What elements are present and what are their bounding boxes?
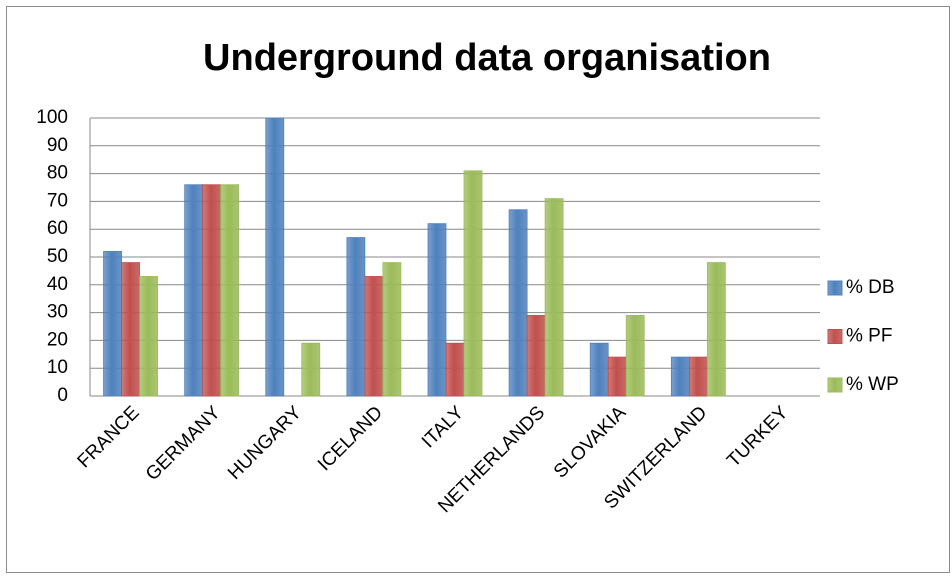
bar [463,170,483,397]
y-tick-label: 30 [47,302,68,323]
bar [526,314,546,397]
bar [346,237,366,397]
bar [544,198,564,397]
bar [139,276,158,397]
bar [508,209,528,397]
y-tick-label: 40 [47,274,68,295]
bar [364,276,384,397]
legend-label: % PF [846,326,892,347]
y-tick-label: 50 [47,246,68,267]
y-tick-label: 0 [57,385,68,406]
legend-label: % DB [846,277,895,298]
bar [103,251,122,397]
bar [121,262,140,397]
bar [382,262,402,397]
bar [202,184,222,397]
bar [625,314,645,397]
bar [265,117,285,397]
bar [607,356,627,397]
legend-swatch [827,329,843,344]
bar [706,262,726,397]
y-tick-label: 80 [47,163,68,184]
bar [670,356,690,397]
y-tick-label: 20 [47,329,68,350]
y-tick-label: 10 [47,357,68,378]
legend-swatch [827,377,843,393]
legend-label: % WP [846,374,899,395]
chart-title: Underground data organisation [203,37,771,79]
bar [688,356,708,397]
y-tick-label: 70 [47,190,68,211]
legend-swatch [827,280,843,296]
bar [220,184,240,397]
y-tick-label: 100 [36,107,68,128]
bar [184,184,204,397]
y-tick-label: 90 [47,135,68,156]
bar [589,342,609,397]
y-tick-label: 60 [47,218,68,239]
bar [427,223,447,397]
bar [301,342,321,397]
bar [445,342,465,397]
